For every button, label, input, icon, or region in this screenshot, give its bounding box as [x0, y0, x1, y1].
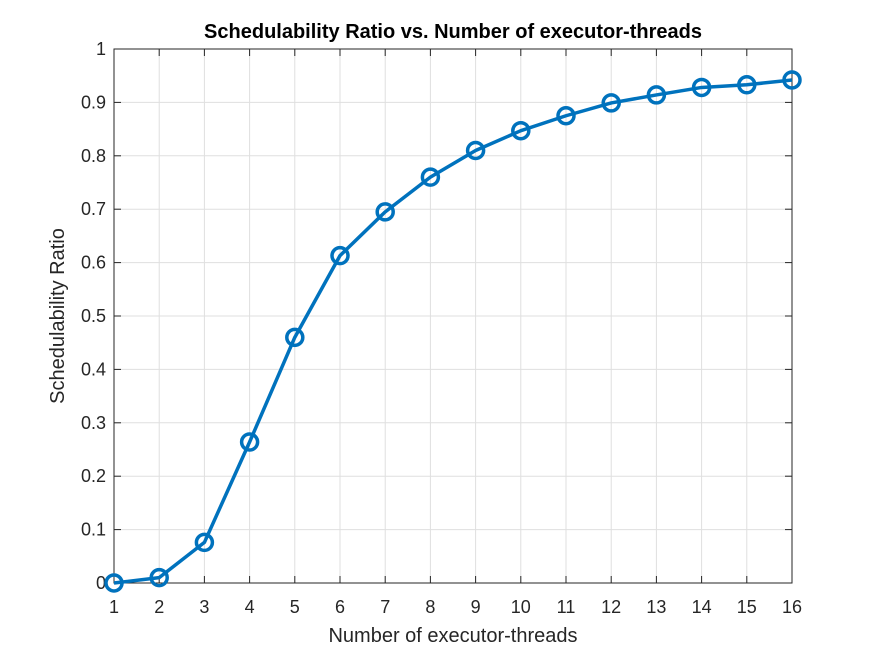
x-tick-label: 9	[471, 597, 481, 617]
data-point-marker	[149, 567, 169, 588]
x-tick-label: 13	[646, 597, 666, 617]
y-tick-label: 0.1	[81, 520, 106, 540]
data-point-marker	[646, 85, 667, 105]
x-tick-labels: 1 2 3 4 5 6 7 8 9 10 11 12 13 14 15 16	[109, 597, 802, 617]
data-point-marker	[285, 327, 305, 348]
x-tick-label: 12	[601, 597, 621, 617]
chart-title: Schedulability Ratio vs. Number of execu…	[204, 21, 702, 43]
data-point-marker	[420, 167, 441, 187]
x-tick-label: 11	[557, 597, 576, 617]
series-line	[113, 78, 793, 585]
x-tick-label: 8	[425, 597, 435, 617]
y-tick-label: 1	[96, 39, 106, 59]
x-tick-label: 4	[245, 597, 255, 617]
y-tick-label: 0.5	[81, 306, 106, 326]
x-tick-label: 16	[782, 597, 802, 617]
data-point-marker	[104, 573, 124, 593]
data-point-marker	[465, 140, 486, 161]
data-point-marker	[737, 75, 757, 95]
y-tick-label: 0.6	[81, 253, 106, 273]
y-tick-label: 0.3	[81, 413, 106, 433]
x-tick-label: 14	[692, 597, 712, 617]
x-tick-label: 10	[511, 597, 531, 617]
data-point-marker	[330, 245, 350, 266]
y-tick-label: 0.7	[81, 199, 106, 219]
x-tick-label: 2	[154, 597, 164, 617]
y-tick-label: 0.9	[81, 92, 106, 112]
ticks	[113, 48, 793, 584]
x-tick-label: 6	[335, 597, 345, 617]
x-tick-label: 3	[199, 597, 209, 617]
data-point-marker	[782, 70, 802, 90]
y-tick-label: 0.4	[81, 359, 106, 379]
x-tick-label: 5	[290, 597, 300, 617]
data-point-marker	[194, 532, 215, 553]
data-point-marker	[375, 202, 395, 222]
x-tick-label: 7	[380, 597, 390, 617]
x-tick-label: 1	[109, 597, 119, 617]
y-tick-label: 0	[96, 573, 106, 593]
data-point-marker	[691, 77, 712, 98]
data-point-marker	[556, 106, 576, 126]
x-tick-label: 15	[737, 597, 757, 617]
x-axis-label: Number of executor-threads	[328, 625, 577, 647]
data-point-marker	[601, 93, 621, 113]
y-tick-label: 0.2	[81, 466, 106, 486]
y-axis-label: Schedulability Ratio	[47, 228, 69, 404]
data-point-marker	[239, 432, 260, 452]
y-tick-labels: 0 0.1 0.2 0.3 0.4 0.5 0.6 0.7 0.8 0.9 1	[81, 39, 106, 593]
series-layer	[104, 70, 802, 593]
data-point-marker	[511, 120, 531, 141]
y-tick-label: 0.8	[81, 146, 106, 166]
